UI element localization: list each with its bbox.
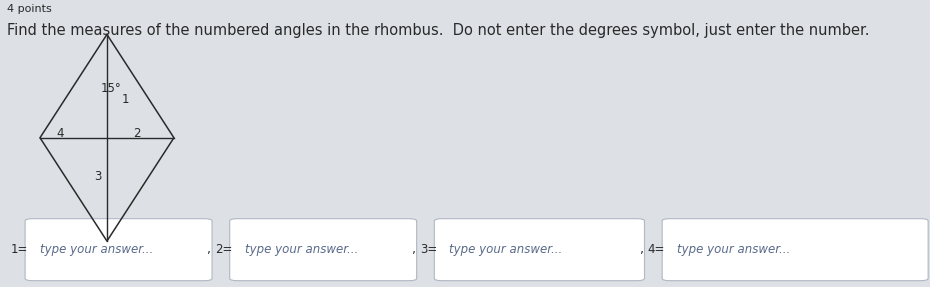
- Text: 15°: 15°: [100, 82, 121, 96]
- Text: type your answer...: type your answer...: [245, 243, 358, 256]
- FancyBboxPatch shape: [662, 219, 928, 281]
- Text: Find the measures of the numbered angles in the rhombus.  Do not enter the degre: Find the measures of the numbered angles…: [7, 23, 870, 38]
- Text: ,: ,: [412, 243, 416, 256]
- Text: type your answer...: type your answer...: [449, 243, 563, 256]
- Text: type your answer...: type your answer...: [40, 243, 153, 256]
- Text: 1=: 1=: [10, 243, 28, 256]
- Text: ,: ,: [207, 243, 211, 256]
- Text: type your answer...: type your answer...: [677, 243, 790, 256]
- Text: 4: 4: [57, 127, 64, 140]
- Text: ,: ,: [640, 243, 644, 256]
- Text: 2=: 2=: [215, 243, 232, 256]
- Text: 4=: 4=: [647, 243, 665, 256]
- FancyBboxPatch shape: [434, 219, 644, 281]
- FancyBboxPatch shape: [230, 219, 417, 281]
- Text: 4 points: 4 points: [7, 4, 52, 14]
- Text: 3: 3: [94, 170, 101, 183]
- FancyBboxPatch shape: [25, 219, 212, 281]
- Text: 3=: 3=: [419, 243, 437, 256]
- Text: 2: 2: [133, 127, 140, 140]
- Text: 1: 1: [122, 92, 129, 106]
